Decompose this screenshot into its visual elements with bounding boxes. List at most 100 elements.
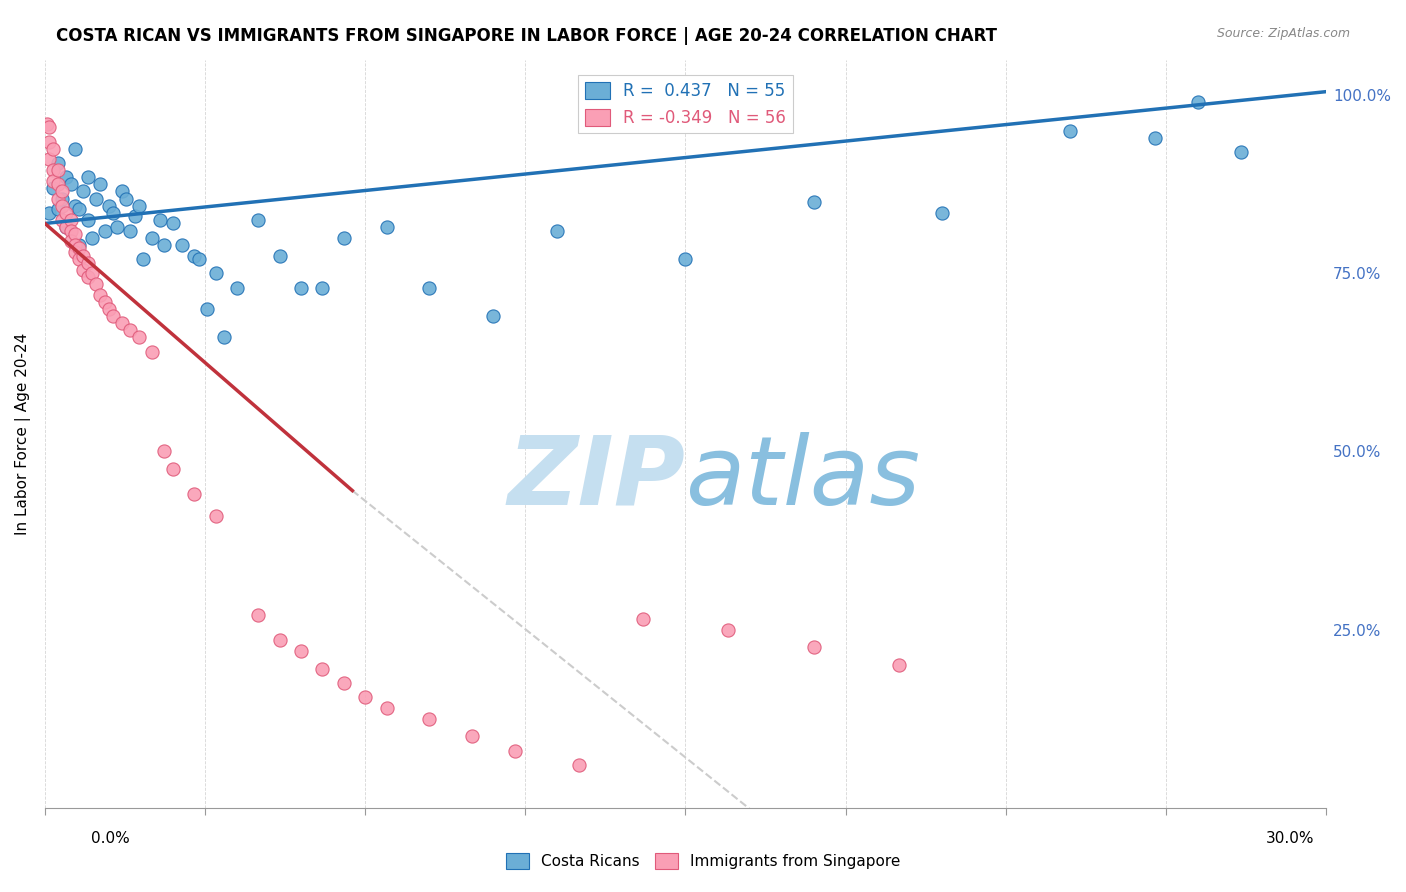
Point (1144, 131, 1167, 145)
Point (67, 252, 90, 266)
Point (42, 142, 65, 156)
Point (195, 301, 218, 316)
Point (170, 237, 193, 252)
Point (42, 174, 65, 188)
Point (269, 248, 291, 262)
Text: ZIP: ZIP (508, 432, 686, 525)
Point (568, 757, 591, 772)
Point (76, 255, 98, 269)
Y-axis label: In Labor Force | Age 20-24: In Labor Force | Age 20-24 (15, 333, 31, 534)
Point (76, 269, 98, 284)
Legend: R =  0.437   N = 55, R = -0.349   N = 56: R = 0.437 N = 55, R = -0.349 N = 56 (578, 76, 793, 134)
Point (269, 633, 291, 648)
Point (546, 223, 568, 237)
Point (55, 219, 77, 234)
Point (887, 658, 910, 673)
Point (38, 135, 60, 149)
Point (204, 266, 226, 280)
Point (128, 199, 150, 213)
Point (1187, 95, 1209, 110)
Point (103, 309, 125, 323)
Point (153, 444, 176, 458)
Point (162, 217, 184, 231)
Text: COSTA RICAN VS IMMIGRANTS FROM SINGAPORE IN LABOR FORCE | AGE 20-24 CORRELATION : COSTA RICAN VS IMMIGRANTS FROM SINGAPORE… (56, 27, 997, 45)
Text: atlas: atlas (686, 432, 921, 525)
Point (212, 330, 235, 344)
Point (111, 316, 134, 330)
Point (89, 287, 111, 301)
Point (187, 252, 209, 266)
Point (38, 206, 60, 220)
Point (42, 163, 65, 178)
Point (107, 219, 129, 234)
Point (67, 237, 90, 252)
Point (375, 701, 398, 715)
Point (311, 662, 333, 676)
Point (717, 623, 740, 637)
Point (59, 223, 82, 237)
Point (311, 280, 333, 294)
Point (247, 608, 270, 623)
Point (35, 117, 58, 131)
Point (120, 223, 142, 237)
Point (67, 202, 90, 217)
Point (59, 178, 82, 192)
Point (418, 712, 440, 726)
Point (120, 323, 142, 337)
Point (38, 120, 60, 135)
Point (124, 210, 146, 224)
Point (76, 170, 98, 185)
Point (290, 644, 312, 658)
Point (97, 301, 120, 316)
Point (290, 280, 312, 294)
Point (63, 227, 86, 241)
Point (72, 248, 94, 262)
Text: 0.0%: 0.0% (91, 831, 131, 846)
Point (183, 487, 205, 501)
Point (803, 195, 825, 210)
Point (67, 241, 90, 255)
Point (103, 206, 125, 220)
Point (63, 244, 86, 259)
Point (59, 213, 82, 227)
Point (503, 744, 526, 758)
Point (153, 237, 176, 252)
Point (333, 230, 356, 244)
Point (46, 178, 69, 192)
Point (80, 230, 103, 244)
Point (375, 219, 398, 234)
Point (80, 266, 103, 280)
Point (1229, 145, 1251, 160)
Point (63, 142, 86, 156)
Point (333, 676, 356, 690)
Point (93, 223, 115, 237)
Legend: Costa Ricans, Immigrants from Singapore: Costa Ricans, Immigrants from Singapore (499, 847, 907, 875)
Point (51, 213, 73, 227)
Point (803, 640, 825, 655)
Point (63, 199, 86, 213)
Point (132, 252, 155, 266)
Point (84, 192, 107, 206)
Point (111, 185, 134, 199)
Point (51, 192, 73, 206)
Point (183, 248, 205, 262)
Point (162, 462, 184, 476)
Point (418, 280, 440, 294)
Point (931, 206, 953, 220)
Point (59, 234, 82, 248)
Point (72, 185, 94, 199)
Point (461, 730, 484, 744)
Point (42, 181, 65, 195)
Point (89, 178, 111, 192)
Point (141, 344, 163, 359)
Point (204, 508, 226, 523)
Point (46, 156, 69, 170)
Text: 30.0%: 30.0% (1267, 831, 1315, 846)
Point (1059, 124, 1081, 138)
Point (115, 192, 138, 206)
Point (128, 330, 150, 344)
Point (631, 612, 654, 626)
Point (247, 213, 270, 227)
Point (51, 185, 73, 199)
Point (72, 262, 94, 277)
